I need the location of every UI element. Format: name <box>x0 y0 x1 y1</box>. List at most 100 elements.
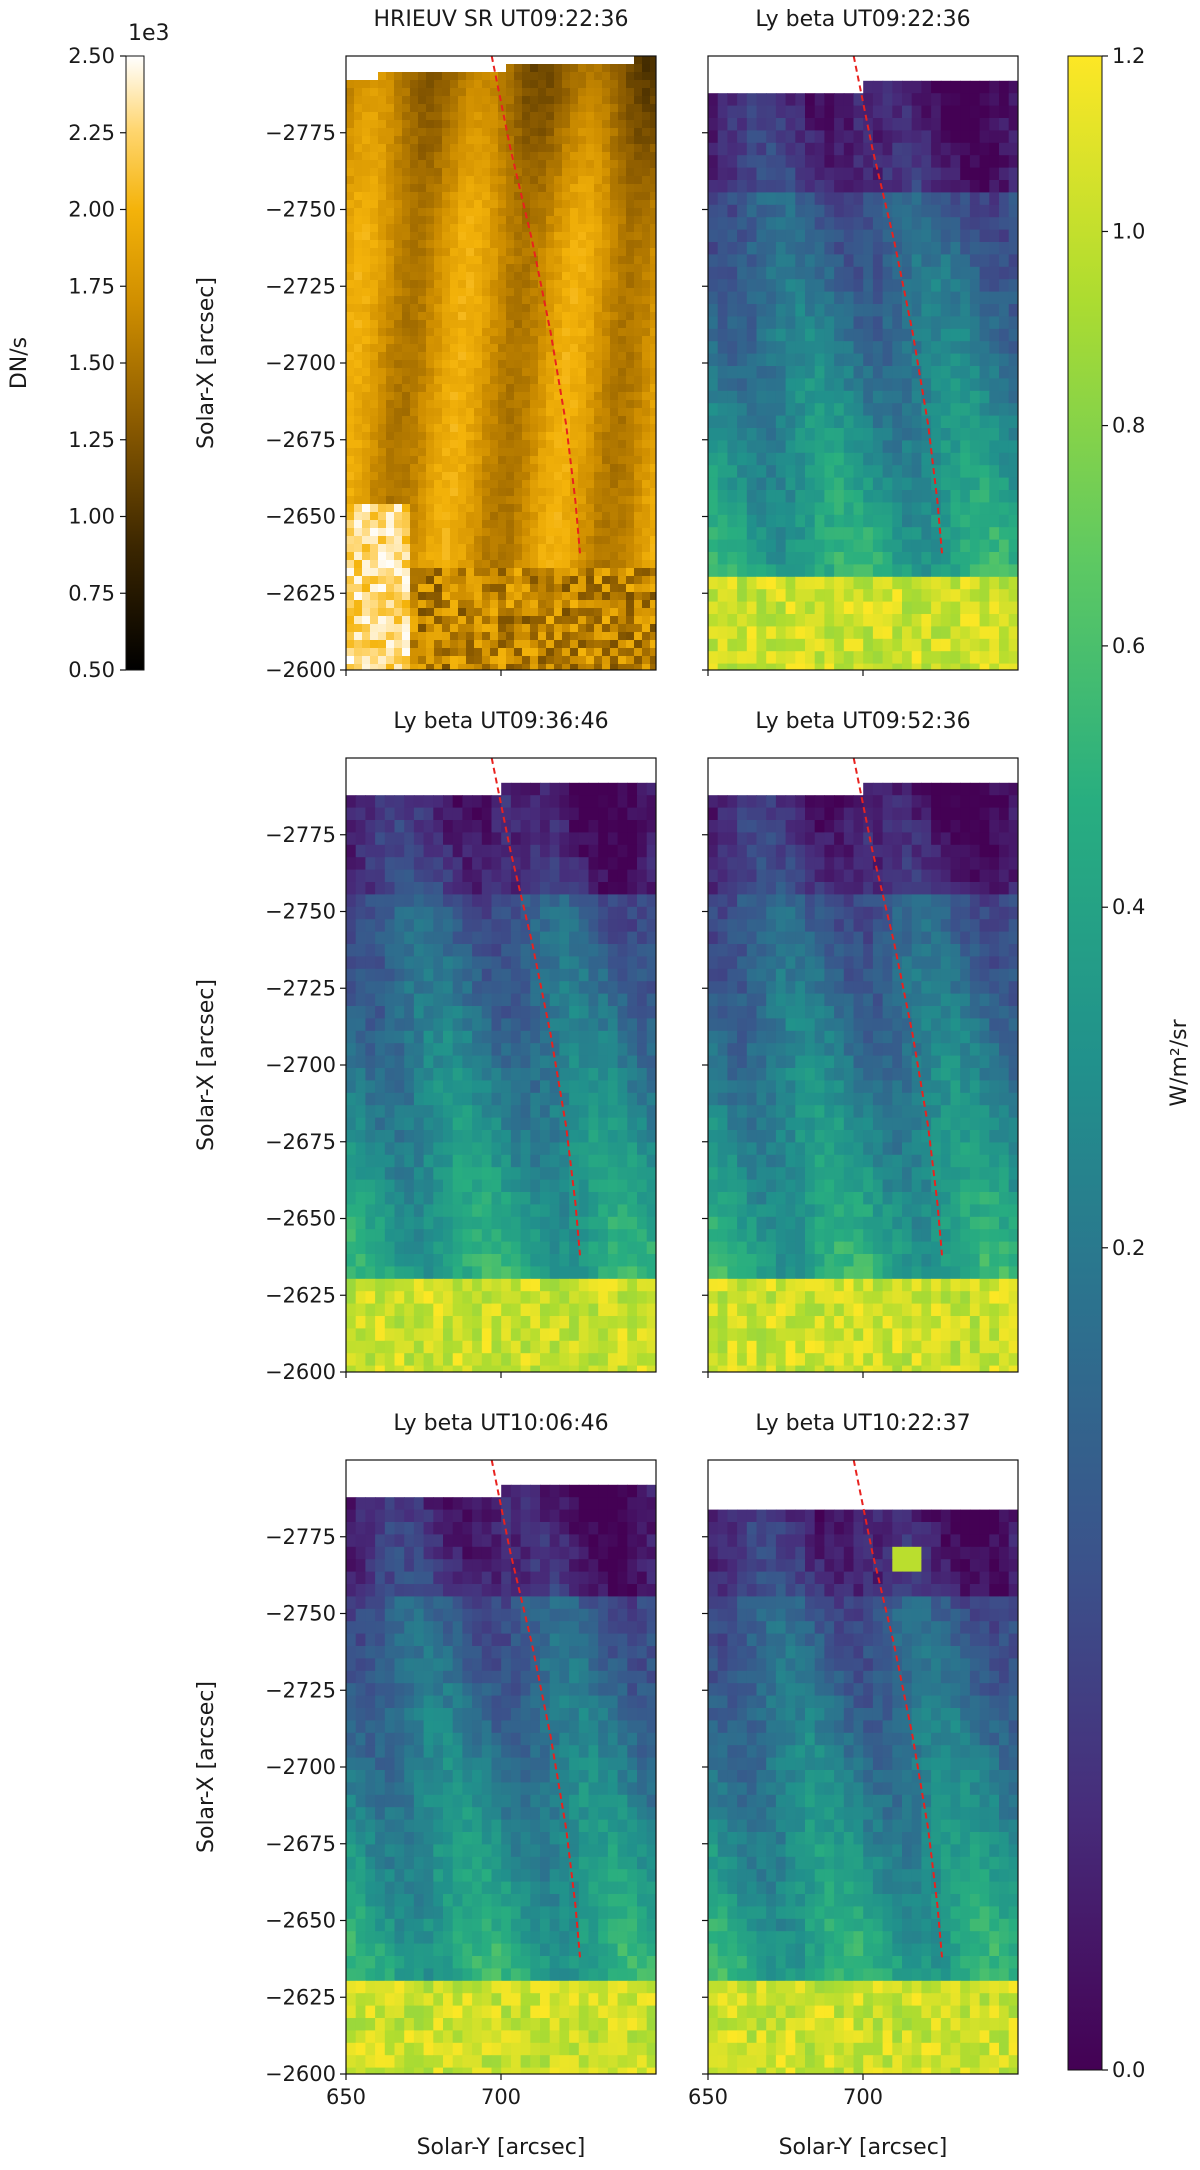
heatmap-cell <box>482 552 491 561</box>
heatmap-cell <box>426 344 435 353</box>
heatmap-cell <box>610 144 619 153</box>
heatmap-cell <box>586 344 595 353</box>
heatmap-cell <box>882 663 893 670</box>
heatmap-cell <box>843 663 855 670</box>
heatmap-cell <box>586 640 595 649</box>
heatmap-cell <box>586 192 595 201</box>
heatmap-cell <box>466 512 475 521</box>
heatmap-cell <box>892 415 903 429</box>
heatmap-cell <box>442 488 451 497</box>
heatmap-cell <box>578 248 587 257</box>
heatmap-cell <box>931 403 942 417</box>
heatmap-cell <box>570 648 579 657</box>
heatmap-cell <box>708 130 719 144</box>
heatmap-cell <box>538 192 547 201</box>
heatmap-cell <box>466 256 475 265</box>
heatmap-cell <box>902 403 913 417</box>
heatmap-cell <box>626 64 635 73</box>
heatmap-cell <box>921 415 932 429</box>
heatmap-cell <box>570 72 579 81</box>
heatmap-cell <box>931 552 942 565</box>
heatmap-cell <box>370 248 379 257</box>
heatmap-cell <box>737 614 748 627</box>
heatmap-cell <box>610 432 619 441</box>
heatmap-cell <box>618 80 627 89</box>
heatmap-cell <box>402 528 411 537</box>
heatmap-cell <box>546 560 555 569</box>
heatmap-cell <box>490 376 499 385</box>
heatmap-cell <box>562 472 571 481</box>
heatmap-cell <box>378 152 387 161</box>
heatmap-cell <box>418 632 427 641</box>
heatmap-cell <box>562 496 571 505</box>
heatmap-cell <box>578 136 587 145</box>
heatmap-cell <box>559 869 570 883</box>
heatmap-cell <box>578 512 587 521</box>
heatmap-cell <box>474 320 483 329</box>
heatmap-cell <box>950 527 961 541</box>
heatmap-cell <box>892 514 903 528</box>
heatmap-cell <box>872 651 884 665</box>
heatmap-cell <box>458 136 467 145</box>
heatmap-cell <box>775 304 787 317</box>
heatmap-cell <box>458 80 467 89</box>
heatmap-cell <box>1008 316 1018 330</box>
heatmap-cell <box>426 248 435 257</box>
heatmap-cell <box>498 544 507 553</box>
heatmap-cell <box>805 651 816 665</box>
heatmap-cell <box>423 944 434 957</box>
heatmap-cell <box>834 279 845 293</box>
heatmap-cell <box>598 807 609 821</box>
heatmap-cell <box>394 448 403 457</box>
heatmap-cell <box>370 392 379 401</box>
heatmap-cell <box>546 224 555 233</box>
heatmap-cell <box>346 956 357 970</box>
heatmap-cell <box>410 488 419 497</box>
heatmap-cell <box>931 626 942 640</box>
heatmap-cell <box>418 136 427 145</box>
heatmap-cell <box>766 142 777 156</box>
heatmap-cell <box>902 341 913 355</box>
heatmap-cell <box>491 894 502 908</box>
heatmap-cell <box>805 130 816 144</box>
heatmap-cell <box>570 504 579 513</box>
heatmap-cell <box>989 552 1000 565</box>
heatmap-cell <box>634 408 643 417</box>
heatmap-cell <box>746 403 758 417</box>
heatmap-cell <box>931 266 942 280</box>
heatmap-cell <box>594 328 603 337</box>
heatmap-cell <box>458 128 467 137</box>
heatmap-cell <box>378 528 387 537</box>
heatmap-cell <box>354 184 363 193</box>
heatmap-cell <box>586 216 595 225</box>
heatmap-cell <box>458 272 467 281</box>
heatmap-cell <box>594 240 603 249</box>
heatmap-cell <box>960 415 971 429</box>
heatmap-cell <box>562 608 571 617</box>
heatmap-cell <box>410 288 419 297</box>
heatmap-cell <box>370 360 379 369</box>
heatmap-cell <box>450 232 459 241</box>
heatmap-cell <box>586 560 595 569</box>
heatmap-cell <box>498 464 507 473</box>
heatmap-cell <box>594 488 603 497</box>
heatmap-cell <box>354 152 363 161</box>
heatmap-cell <box>766 502 777 516</box>
heatmap-cell <box>727 552 738 565</box>
heatmap-cell <box>426 664 435 670</box>
heatmap-cell <box>931 539 942 553</box>
heatmap-cell <box>775 254 787 268</box>
heatmap-cell <box>785 254 796 268</box>
heatmap-cell <box>394 184 403 193</box>
heatmap-cell <box>610 352 619 361</box>
heatmap-cell <box>824 180 835 193</box>
heatmap-cell <box>950 514 961 528</box>
heatmap-cell <box>634 616 643 625</box>
heatmap-cell <box>921 614 932 627</box>
heatmap-cell <box>969 626 981 640</box>
heatmap-cell <box>498 472 507 481</box>
heatmap-cell <box>863 539 874 553</box>
heatmap-cell <box>462 882 473 895</box>
heatmap-cell <box>950 390 961 404</box>
heatmap-cell <box>999 390 1010 404</box>
